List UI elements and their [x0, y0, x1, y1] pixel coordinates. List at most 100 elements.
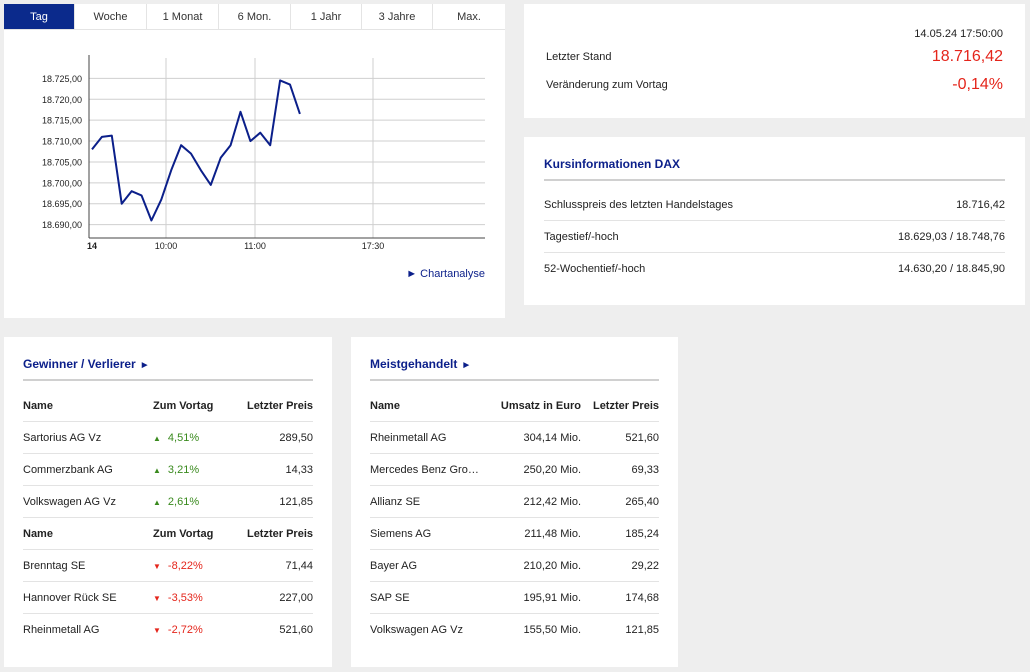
last-price-label: Letzter Stand	[546, 51, 612, 63]
turnover: 211,48 Mio.	[524, 527, 581, 540]
table-row[interactable]: Allianz SE 212,42 Mio. 265,40	[370, 486, 659, 518]
most-traded-title-link[interactable]: Meistgehandelt ►	[370, 357, 471, 371]
last-price: 289,50	[279, 431, 313, 444]
table-row[interactable]: Siemens AG 211,48 Mio. 185,24	[370, 518, 659, 550]
intraday-line-chart: 18.725,00 18.720,00 18.715,00 18.710,00 18.7…	[42, 55, 485, 251]
tab-1-month[interactable]: 1 Monat	[147, 4, 219, 29]
table-row[interactable]: Volkswagen AG Vz ▲ 2,61% 121,85	[23, 486, 313, 518]
tab-day[interactable]: Tag	[4, 4, 75, 29]
last-price: 521,60	[279, 624, 313, 636]
tab-max[interactable]: Max.	[457, 10, 481, 23]
turnover: 210,20 Mio.	[523, 559, 581, 572]
last-price: 14,33	[285, 463, 313, 476]
info-row-day-range: Tagestief/-hoch 18.629,03 / 18.748,76	[544, 221, 1005, 253]
column-header-name: Name	[23, 399, 53, 412]
tab-3-years[interactable]: 3 Jahre	[362, 4, 433, 29]
tab-6-months[interactable]: 6 Mon.	[219, 4, 291, 29]
play-arrow-icon: ►	[139, 360, 150, 371]
change-percent: 2,61%	[167, 495, 200, 508]
stock-name-link[interactable]: Rheinmetall AG	[23, 624, 100, 636]
table-row[interactable]: Brenntag SE ▼ -8,22% 71,44	[23, 550, 313, 582]
y-tick-label: 18.720,00	[42, 95, 82, 105]
change-percent: -8,22%	[167, 559, 203, 572]
change-percent: 3,21%	[167, 463, 200, 476]
turnover: 250,20 Mio.	[523, 463, 581, 476]
down-triangle-icon: ▼	[153, 561, 161, 571]
stock-name-link[interactable]: Rheinmetall AG	[370, 431, 447, 444]
last-price: 121,85	[279, 495, 313, 508]
stock-name-link[interactable]: Bayer AG	[370, 559, 418, 572]
table-header: Name Umsatz in Euro Letzter Preis	[370, 390, 659, 422]
gainers-losers-panel: Gewinner / Verlierer ► Name Zum Vortag Le…	[4, 337, 332, 667]
tab-1-year[interactable]: 1 Jahr	[291, 4, 362, 29]
column-header-price: Letzter Preis	[592, 399, 659, 412]
y-tick-label: 18.710,00	[42, 137, 82, 147]
info-value: 18.716,42	[956, 198, 1005, 211]
y-tick-label: 18.725,00	[42, 74, 82, 84]
play-arrow-icon: ►	[461, 360, 472, 371]
chart-analysis-link[interactable]: ► Chartanalyse	[406, 268, 485, 280]
last-price: 69,33	[631, 463, 659, 476]
chart-panel: Tag Woche 1 Monat 6 Mon. 1 Jahr 3 Jahre …	[4, 4, 505, 318]
stock-name-link[interactable]: Sartorius AG Vz	[23, 431, 102, 444]
last-price-value: 18.716,42	[931, 48, 1003, 65]
price-info-title: Kursinformationen DAX	[544, 157, 681, 171]
last-price: 227,00	[279, 591, 313, 604]
last-price: 121,85	[625, 624, 659, 636]
table-row[interactable]: Rheinmetall AG 304,14 Mio. 521,60	[370, 422, 659, 454]
change-percent: -3,53%	[167, 591, 203, 604]
divider	[370, 379, 659, 381]
table-row[interactable]: SAP SE 195,91 Mio. 174,68	[370, 582, 659, 614]
last-price: 185,24	[625, 527, 659, 540]
tab-week[interactable]: Woche	[75, 4, 147, 29]
stock-name-link[interactable]: Allianz SE	[370, 495, 421, 508]
stock-name-link[interactable]: Volkswagen AG Vz	[23, 495, 116, 508]
stock-name-link[interactable]: Mercedes Benz Group AG	[370, 463, 481, 476]
turnover: 212,42 Mio.	[523, 495, 581, 508]
column-header-price: Letzter Preis	[246, 527, 313, 540]
table-header: Name Zum Vortag Letzter Preis	[23, 390, 313, 422]
up-triangle-icon: ▲	[153, 433, 161, 443]
column-header-change: Zum Vortag	[153, 399, 214, 412]
table-row[interactable]: Rheinmetall AG ▼ -2,72% 521,60	[23, 614, 313, 646]
turnover: 155,50 Mio.	[523, 624, 581, 636]
y-tick-label: 18.690,00	[42, 220, 82, 230]
column-header-turnover: Umsatz in Euro	[500, 399, 581, 412]
timeframe-tabs: Tag Woche 1 Monat 6 Mon. 1 Jahr 3 Jahre …	[4, 4, 505, 30]
stock-name-link[interactable]: Hannover Rück SE	[23, 591, 117, 604]
down-triangle-icon: ▼	[153, 593, 161, 603]
turnover: 195,91 Mio.	[523, 591, 581, 604]
table-row[interactable]: Sartorius AG Vz ▲ 4,51% 289,50	[23, 422, 313, 454]
table-row[interactable]: Commerzbank AG ▲ 3,21% 14,33	[23, 454, 313, 486]
gainers-losers-title: Gewinner / Verlierer	[23, 357, 136, 371]
table-row[interactable]: Volkswagen AG Vz 155,50 Mio. 121,85	[370, 614, 659, 646]
stock-name-link[interactable]: Siemens AG	[370, 527, 432, 540]
price-info-panel: Kursinformationen DAX Schlusspreis des l…	[524, 137, 1025, 305]
most-traded-panel: Meistgehandelt ► Name Umsatz in Euro Letz…	[351, 337, 678, 667]
stock-name-link[interactable]: SAP SE	[370, 591, 410, 604]
last-price: 71,44	[285, 559, 313, 572]
y-tick-label: 18.695,00	[42, 199, 82, 209]
last-price: 265,40	[625, 495, 659, 508]
down-triangle-icon: ▼	[153, 626, 161, 635]
column-header-name: Name	[370, 399, 400, 412]
info-row-52-week-range: 52-Wochentief/-hoch 14.630,20 / 18.845,9…	[544, 253, 1005, 285]
x-tick-label: 14	[87, 241, 97, 251]
turnover: 304,14 Mio.	[523, 431, 581, 444]
stock-name-link[interactable]: Volkswagen AG Vz	[370, 624, 463, 636]
stock-name-link[interactable]: Brenntag SE	[23, 559, 86, 572]
gainers-losers-title-link[interactable]: Gewinner / Verlierer ►	[23, 357, 150, 371]
y-tick-label: 18.705,00	[42, 157, 82, 167]
table-row[interactable]: Hannover Rück SE ▼ -3,53% 227,00	[23, 582, 313, 614]
last-price: 29,22	[631, 559, 659, 572]
table-row[interactable]: Mercedes Benz Group AG 250,20 Mio. 69,33	[370, 454, 659, 486]
up-triangle-icon: ▲	[153, 497, 161, 507]
change-label: Veränderung zum Vortag	[546, 79, 668, 91]
change-value: -0,14%	[952, 76, 1003, 93]
quote-timestamp: 14.05.24 17:50:00	[914, 28, 1003, 40]
info-value: 14.630,20 / 18.845,90	[897, 263, 1005, 275]
column-header-change: Zum Vortag	[153, 527, 214, 540]
change-percent: 4,51%	[167, 431, 200, 444]
stock-name-link[interactable]: Commerzbank AG	[23, 463, 113, 476]
table-row[interactable]: Bayer AG 210,20 Mio. 29,22	[370, 550, 659, 582]
